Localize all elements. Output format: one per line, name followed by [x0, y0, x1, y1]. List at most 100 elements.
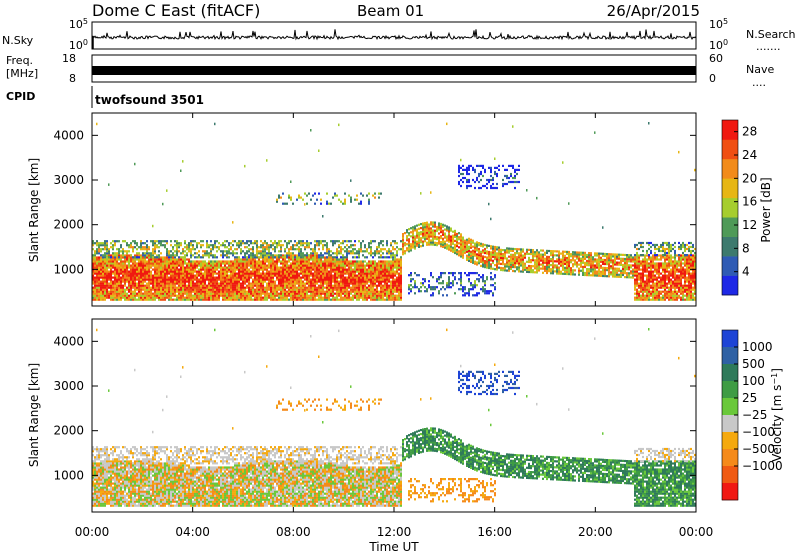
echo-cell [252, 287, 254, 289]
echo-cell [172, 291, 174, 293]
echo-cell [316, 258, 318, 260]
echo-cell [200, 293, 202, 295]
echo-cell [96, 258, 98, 260]
echo-cell [370, 287, 372, 289]
echo-cell [166, 281, 168, 283]
echo-cell [354, 260, 356, 262]
echo-cell [142, 293, 144, 295]
echo-cell [294, 283, 296, 285]
echo-cell [312, 297, 314, 299]
echo-cell [256, 248, 258, 250]
echo-cell [352, 279, 354, 281]
echo-cell [364, 250, 366, 252]
echo-cell [488, 203, 490, 206]
echo-cell [368, 271, 370, 273]
echo-cell [226, 291, 228, 293]
echo-cell [472, 284, 474, 286]
echo-cell [244, 256, 246, 258]
echo-cell [218, 293, 220, 295]
echo-cell [448, 245, 450, 247]
echo-cell [388, 271, 390, 273]
echo-cell [500, 263, 502, 265]
echo-cell [452, 235, 454, 237]
echo-cell [384, 291, 386, 293]
echo-cell [470, 255, 472, 257]
echo-cell [510, 181, 512, 183]
echo-cell [424, 280, 426, 282]
echo-cell [276, 201, 278, 203]
echo-cell [292, 287, 294, 289]
echo-cell [436, 244, 438, 246]
echo-cell [234, 267, 236, 269]
echo-cell [218, 262, 220, 264]
echo-cell [374, 265, 376, 267]
echo-cell [528, 261, 530, 263]
echo-cell [186, 291, 188, 293]
echo-cell [252, 281, 254, 283]
echo-cell [118, 250, 120, 252]
echo-cell [314, 271, 316, 273]
echo-cell [304, 297, 306, 299]
echo-cell [258, 295, 260, 297]
echo-cell [324, 293, 326, 295]
echo-cell [460, 251, 462, 253]
echo-cell [336, 262, 338, 264]
echo-cell [106, 277, 108, 279]
echo-cell [474, 249, 476, 251]
echo-cell [158, 279, 160, 281]
echo-cell [464, 294, 466, 296]
echo-cell [208, 260, 210, 262]
echo-cell [356, 195, 358, 197]
echo-cell [278, 283, 280, 285]
echo-cell [268, 289, 270, 291]
echo-cell [112, 293, 114, 295]
echo-cell [352, 275, 354, 277]
echo-cell [328, 267, 330, 269]
echo-cell [384, 265, 386, 267]
echo-cell [494, 256, 496, 258]
echo-cell [288, 279, 290, 281]
echo-cell [416, 241, 418, 243]
echo-cell [318, 150, 320, 153]
echo-cell [372, 271, 374, 273]
echo-cell [508, 181, 510, 183]
echo-cell [170, 256, 172, 258]
echo-cell [320, 283, 322, 285]
echo-cell [290, 265, 292, 267]
echo-cell [134, 285, 136, 287]
echo-cell [198, 262, 200, 264]
echo-cell [124, 269, 126, 271]
echo-cell [514, 248, 516, 250]
echo-cell [210, 262, 212, 264]
echo-cell [290, 285, 292, 287]
echo-cell [152, 281, 154, 283]
echo-cell [468, 256, 470, 258]
echo-cell [420, 231, 422, 233]
echo-cell [380, 275, 382, 277]
echo-cell [176, 281, 178, 283]
echo-cell [366, 269, 368, 271]
echo-cell [260, 265, 262, 267]
echo-cell [288, 195, 290, 197]
echo-cell [220, 275, 222, 277]
echo-cell [242, 289, 244, 291]
echo-cell [146, 256, 148, 258]
echo-cell [198, 295, 200, 297]
echo-cell [320, 277, 322, 279]
echo-cell [294, 285, 296, 287]
echo-cell [438, 292, 440, 294]
echo-cell [486, 263, 488, 265]
echo-cell [266, 295, 268, 297]
echo-cell [432, 242, 434, 244]
echo-cell [492, 254, 494, 256]
echo-cell [164, 273, 166, 275]
echo-cell [464, 292, 466, 294]
echo-cell [338, 275, 340, 277]
echo-cell [416, 229, 418, 231]
echo-cell [268, 271, 270, 273]
echo-cell [386, 262, 388, 264]
echo-cell [416, 231, 418, 233]
echo-cell [296, 287, 298, 289]
echo-cell [318, 244, 320, 246]
echo-cell [306, 289, 308, 291]
